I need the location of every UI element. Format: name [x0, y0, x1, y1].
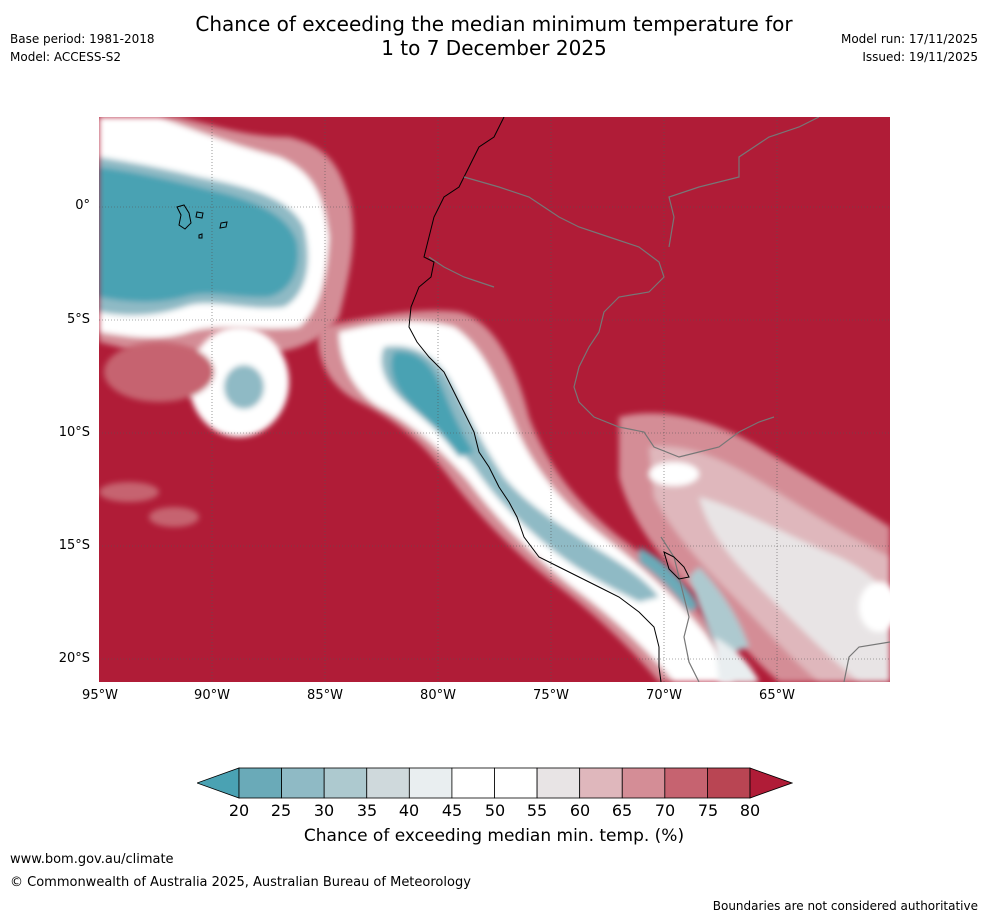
colorbar-cell	[621, 767, 666, 799]
colorbar-tick: 80	[739, 801, 761, 820]
southern-warm-patch	[99, 482, 199, 527]
lon-tick: 65°W	[759, 688, 795, 703]
colorbar-tick: 25	[270, 801, 292, 820]
altiplano-mixed-region	[619, 413, 890, 682]
colorbar-cell	[451, 767, 495, 799]
lat-tick: 10°S	[58, 425, 90, 440]
colorbar-tick: 60	[569, 801, 591, 820]
lat-tick: 5°S	[66, 312, 90, 327]
galapagos-cool-region	[99, 117, 354, 362]
colorbar-high-arrow	[749, 767, 793, 799]
colorbar-tick: 40	[398, 801, 420, 820]
lat-tick: 20°S	[58, 651, 90, 666]
lon-tick: 70°W	[646, 688, 682, 703]
header-meta-left: Base period: 1981-2018 Model: ACCESS-S2	[10, 30, 155, 66]
footer-copyright: © Commonwealth of Australia 2025, Austra…	[10, 875, 471, 890]
colorbar-tick: 45	[441, 801, 463, 820]
lon-tick: 80°W	[420, 688, 456, 703]
colorbar-label: Chance of exceeding median min. temp. (%…	[303, 826, 685, 846]
base-period: Base period: 1981-2018	[10, 32, 155, 46]
title-line-1: Chance of exceeding the median minimum t…	[195, 12, 793, 36]
lon-tick: 95°W	[82, 688, 118, 703]
colorbar-cell	[664, 767, 708, 799]
colorbar-tick: 55	[526, 801, 548, 820]
colorbar-cells	[238, 767, 751, 799]
lon-tick: 90°W	[194, 688, 230, 703]
offshore-cool-patch	[104, 327, 289, 437]
colorbar-cell	[494, 767, 538, 799]
footer-website: www.bom.gov.au/climate	[10, 852, 174, 867]
colorbar-cell	[707, 767, 751, 799]
lat-tick: 15°S	[58, 538, 90, 553]
colorbar-cell	[366, 767, 410, 799]
country-borders	[428, 117, 890, 682]
galapagos-islands	[176, 204, 228, 239]
colorbar-tick: 35	[356, 801, 378, 820]
colorbar-tick: 70	[654, 801, 676, 820]
colorbar-tick: 65	[611, 801, 633, 820]
colorbar-tick: 50	[484, 801, 506, 820]
forecast-map-svg	[99, 117, 890, 682]
colorbar-low-arrow	[197, 767, 240, 799]
colorbar-cell	[281, 767, 325, 799]
lake-titicaca	[663, 551, 690, 580]
colorbar-cell	[408, 767, 453, 799]
colorbar-tick: 75	[697, 801, 719, 820]
colorbar-cell	[323, 767, 368, 799]
model-run: Model run: 17/11/2025	[840, 32, 978, 46]
lat-tick: 0°	[75, 198, 90, 213]
issued-date: Issued: 19/11/2025	[862, 50, 978, 64]
colorbar-cell	[238, 767, 282, 799]
coastline	[408, 117, 662, 682]
colorbar-cell	[536, 767, 581, 799]
lon-tick: 75°W	[533, 688, 569, 703]
forecast-map	[99, 117, 890, 682]
lon-tick: 85°W	[307, 688, 343, 703]
header-meta-right: Model run: 17/11/2025 Issued: 19/11/2025	[841, 30, 978, 66]
map-title: Chance of exceeding the median minimum t…	[0, 12, 988, 60]
colorbar-cell	[579, 767, 623, 799]
colorbar-tick: 30	[313, 801, 335, 820]
title-line-2: 1 to 7 December 2025	[381, 36, 607, 60]
footer-disclaimer: Boundaries are not considered authoritat…	[712, 899, 978, 913]
colorbar-tick: 20	[228, 801, 250, 820]
model-name: Model: ACCESS-S2	[10, 50, 122, 64]
colorbar	[197, 767, 793, 799]
grid-lines	[99, 117, 890, 682]
